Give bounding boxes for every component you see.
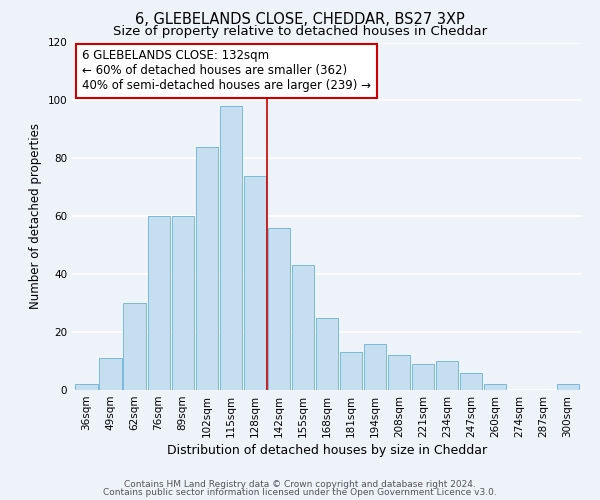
Bar	[484, 384, 506, 390]
Bar	[436, 361, 458, 390]
Bar	[220, 106, 242, 390]
Bar	[364, 344, 386, 390]
X-axis label: Distribution of detached houses by size in Cheddar: Distribution of detached houses by size …	[167, 444, 487, 457]
Bar	[100, 358, 122, 390]
Bar	[412, 364, 434, 390]
Bar	[316, 318, 338, 390]
Bar	[388, 355, 410, 390]
Bar	[340, 352, 362, 390]
Bar	[196, 147, 218, 390]
Bar	[268, 228, 290, 390]
Bar	[460, 372, 482, 390]
Bar	[292, 266, 314, 390]
Y-axis label: Number of detached properties: Number of detached properties	[29, 123, 42, 309]
Text: Contains HM Land Registry data © Crown copyright and database right 2024.: Contains HM Land Registry data © Crown c…	[124, 480, 476, 489]
Bar	[172, 216, 194, 390]
Bar	[148, 216, 170, 390]
Bar	[557, 384, 578, 390]
Text: Size of property relative to detached houses in Cheddar: Size of property relative to detached ho…	[113, 25, 487, 38]
Bar	[76, 384, 98, 390]
Text: Contains public sector information licensed under the Open Government Licence v3: Contains public sector information licen…	[103, 488, 497, 497]
Text: 6 GLEBELANDS CLOSE: 132sqm
← 60% of detached houses are smaller (362)
40% of sem: 6 GLEBELANDS CLOSE: 132sqm ← 60% of deta…	[82, 50, 371, 92]
Bar	[244, 176, 266, 390]
Text: 6, GLEBELANDS CLOSE, CHEDDAR, BS27 3XP: 6, GLEBELANDS CLOSE, CHEDDAR, BS27 3XP	[135, 12, 465, 26]
Bar	[124, 303, 146, 390]
